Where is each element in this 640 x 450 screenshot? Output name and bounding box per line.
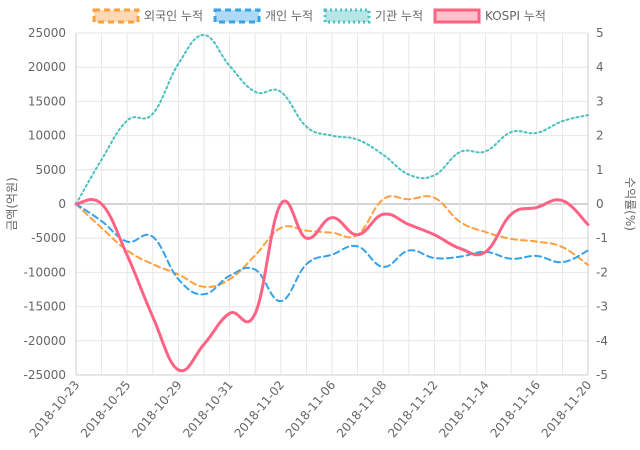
legend-item[interactable]: 외국인 누적 xyxy=(92,8,203,24)
legend-label: 외국인 누적 xyxy=(144,9,203,23)
y-tick-label-left: -10000 xyxy=(23,265,66,279)
legend-item[interactable]: KOSPI 누적 xyxy=(433,8,546,24)
x-tick-label: 2018-11-02 xyxy=(232,378,288,440)
y-tick-label-left: -25000 xyxy=(23,368,66,382)
y-axis-label-right: 수익률(%) xyxy=(623,177,637,231)
x-tick-label: 2018-10-31 xyxy=(180,378,236,440)
legend-swatch xyxy=(323,8,371,24)
legend-label: KOSPI 누적 xyxy=(485,9,546,23)
legend-label: 기관 누적 xyxy=(375,9,423,23)
y-tick-label-right: 4 xyxy=(596,60,604,74)
y-tick-label-left: -15000 xyxy=(23,300,66,314)
y-tick-label-right: 5 xyxy=(596,26,604,40)
y-tick-label-left: 15000 xyxy=(28,94,66,108)
legend-label: 개인 누적 xyxy=(265,9,313,23)
y-tick-label-right: -1 xyxy=(596,231,608,245)
series-line xyxy=(75,203,589,303)
series-line xyxy=(74,197,590,373)
x-tick-label: 2018-11-20 xyxy=(539,378,595,440)
y-tick-label-left: 25000 xyxy=(28,26,66,40)
legend-swatch xyxy=(433,8,481,24)
y-tick-label-right: -3 xyxy=(596,300,608,314)
x-tick-label: 2018-10-23 xyxy=(27,378,83,440)
y-tick-label-right: 0 xyxy=(596,197,604,211)
x-tick-label: 2018-11-16 xyxy=(488,378,544,440)
x-tick-label: 2018-11-06 xyxy=(283,378,339,440)
y-tick-label-left: 10000 xyxy=(28,129,66,143)
y-tick-label-right: -2 xyxy=(596,265,608,279)
y-tick-label-right: 2 xyxy=(596,129,604,143)
legend-swatch xyxy=(92,8,140,24)
y-tick-label-left: 0 xyxy=(58,197,66,211)
y-tick-label-left: -20000 xyxy=(23,334,66,348)
x-tick-label: 2018-11-14 xyxy=(436,378,492,440)
y-tick-label-right: -5 xyxy=(596,368,608,382)
series-line xyxy=(75,34,589,205)
series-line xyxy=(75,195,589,288)
y-tick-label-right: -4 xyxy=(596,334,608,348)
y-tick-label-left: 20000 xyxy=(28,60,66,74)
legend-item[interactable]: 개인 누적 xyxy=(213,8,313,24)
grid xyxy=(75,32,589,376)
y-tick-label-right: 3 xyxy=(596,94,604,108)
legend-item[interactable]: 기관 누적 xyxy=(323,8,423,24)
x-tick-label: 2018-10-25 xyxy=(78,378,134,440)
x-tick-label: 2018-10-29 xyxy=(129,378,185,440)
y-tick-label-left: 5000 xyxy=(35,163,66,177)
x-tick-label: 2018-11-12 xyxy=(385,378,441,440)
legend-swatch xyxy=(213,8,261,24)
x-tick-label: 2018-11-08 xyxy=(334,378,390,440)
legend: 외국인 누적 개인 누적 기관 누적 KOSPI 누적 xyxy=(92,8,546,24)
y-tick-label-left: -5000 xyxy=(31,231,66,245)
series-lines xyxy=(74,34,590,373)
y-axis-label-left: 금액(억원) xyxy=(5,177,19,231)
y-tick-label-right: 1 xyxy=(596,163,604,177)
